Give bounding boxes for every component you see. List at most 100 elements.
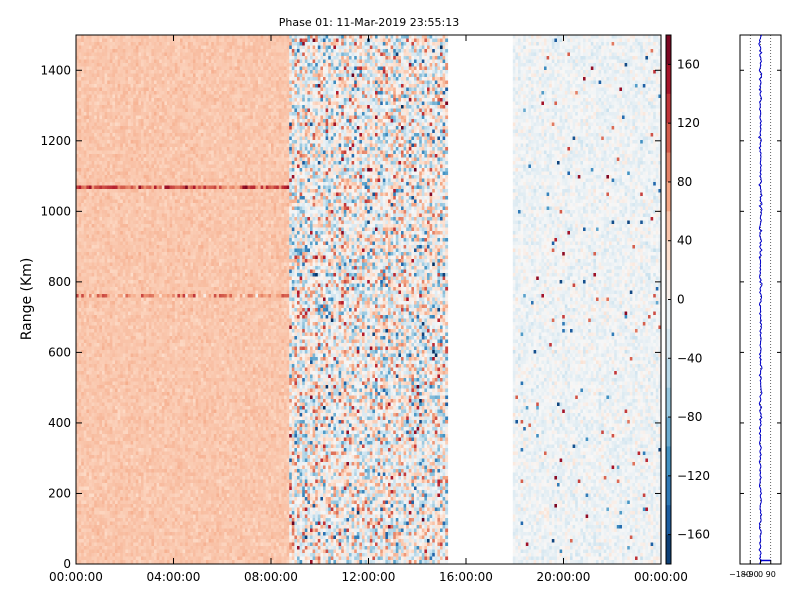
heatmap-cell — [117, 528, 121, 533]
heatmap-cell — [125, 273, 129, 277]
heatmap-cell — [143, 493, 147, 498]
heatmap-cell — [78, 294, 82, 298]
heatmap-cell — [109, 154, 113, 158]
heatmap-cell — [78, 52, 82, 57]
heatmap-cell — [109, 420, 113, 424]
heatmap-cell — [99, 395, 103, 400]
heatmap-cell — [143, 318, 147, 323]
heatmap-cell — [104, 395, 108, 400]
heatmap-cell — [120, 420, 124, 424]
heatmap-cell — [141, 59, 144, 64]
heatmap-cell — [120, 525, 124, 529]
heatmap-cell — [133, 91, 137, 95]
heatmap-cell — [104, 210, 108, 214]
heatmap-cell — [151, 528, 155, 533]
heatmap-cell — [81, 318, 85, 323]
heatmap-cell — [138, 301, 142, 305]
heatmap-cell — [107, 507, 111, 512]
heatmap-cell — [146, 553, 150, 557]
heatmap-cell — [156, 486, 160, 491]
heatmap-cell — [81, 87, 85, 92]
heatmap-cell — [159, 273, 163, 277]
heatmap-cell — [135, 119, 139, 123]
heatmap-cell — [141, 56, 144, 60]
heatmap-cell — [112, 402, 116, 407]
heatmap-cell — [78, 332, 82, 337]
heatmap-cell — [99, 392, 103, 396]
heatmap-cell — [122, 451, 126, 456]
heatmap-cell — [99, 52, 103, 57]
heatmap-cell — [91, 539, 95, 543]
heatmap-cell — [83, 325, 87, 330]
heatmap-cell — [115, 458, 118, 463]
heatmap-cell — [154, 479, 157, 484]
heatmap-cell — [128, 539, 131, 543]
heatmap-cell — [94, 504, 98, 508]
heatmap-cell — [107, 409, 111, 414]
heatmap-cell — [107, 553, 111, 557]
heatmap-cell — [86, 136, 90, 141]
heatmap-cell — [130, 136, 134, 141]
heatmap-cell — [141, 52, 144, 57]
heatmap-cell — [117, 231, 121, 235]
heatmap-cell — [130, 318, 134, 323]
heatmap-cell — [133, 332, 137, 337]
heatmap-cell — [104, 472, 108, 477]
heatmap-cell — [76, 476, 79, 480]
heatmap-cell — [130, 164, 134, 169]
heatmap-cell — [109, 329, 113, 333]
heatmap-cell — [109, 189, 113, 193]
heatmap-cell — [148, 178, 152, 183]
heatmap-cell — [81, 206, 85, 211]
heatmap-cell — [102, 360, 105, 365]
heatmap-cell — [138, 143, 142, 148]
heatmap-cell — [159, 329, 163, 333]
heatmap-cell — [83, 259, 87, 263]
heatmap-cell — [94, 525, 98, 529]
heatmap-cell — [107, 539, 111, 543]
heatmap-cell — [86, 213, 90, 218]
heatmap-cell — [109, 304, 113, 309]
heatmap-cell — [117, 227, 121, 232]
heatmap-cell — [91, 402, 95, 407]
heatmap-cell — [104, 56, 108, 60]
heatmap-cell — [91, 325, 95, 330]
heatmap-cell — [94, 416, 98, 421]
heatmap-cell — [138, 168, 142, 172]
heatmap-cell — [102, 560, 105, 564]
heatmap-cell — [96, 532, 100, 536]
heatmap-cell — [156, 80, 160, 85]
heatmap-cell — [112, 455, 116, 459]
heatmap-cell — [78, 105, 82, 109]
heatmap-cell — [81, 388, 85, 393]
heatmap-cell — [143, 511, 147, 515]
heatmap-cell — [89, 59, 92, 64]
heatmap-cell — [89, 45, 92, 50]
heatmap-cell — [94, 175, 98, 179]
heatmap-cell — [148, 360, 152, 365]
heatmap-cell — [159, 266, 163, 270]
heatmap-cell — [146, 546, 150, 550]
heatmap-cell — [151, 378, 155, 382]
heatmap-cell — [117, 73, 121, 78]
heatmap-cell — [115, 84, 118, 88]
heatmap-cell — [94, 87, 98, 92]
heatmap-cell — [76, 157, 79, 162]
heatmap-cell — [133, 353, 137, 358]
heatmap-cell — [148, 294, 152, 298]
heatmap-cell — [130, 315, 134, 319]
heatmap-cell — [109, 164, 113, 169]
heatmap-cell — [122, 210, 126, 214]
heatmap-cell — [141, 147, 144, 151]
heatmap-cell — [120, 472, 124, 477]
heatmap-cell — [112, 437, 116, 442]
heatmap-cell — [135, 108, 139, 113]
heatmap-cell — [154, 472, 157, 477]
heatmap-cell — [81, 546, 85, 550]
heatmap-cell — [89, 441, 92, 445]
heatmap-cell — [120, 259, 124, 263]
heatmap-cell — [102, 553, 105, 557]
heatmap-cell — [135, 231, 139, 235]
heatmap-cell — [154, 364, 157, 368]
heatmap-cell — [133, 192, 137, 197]
